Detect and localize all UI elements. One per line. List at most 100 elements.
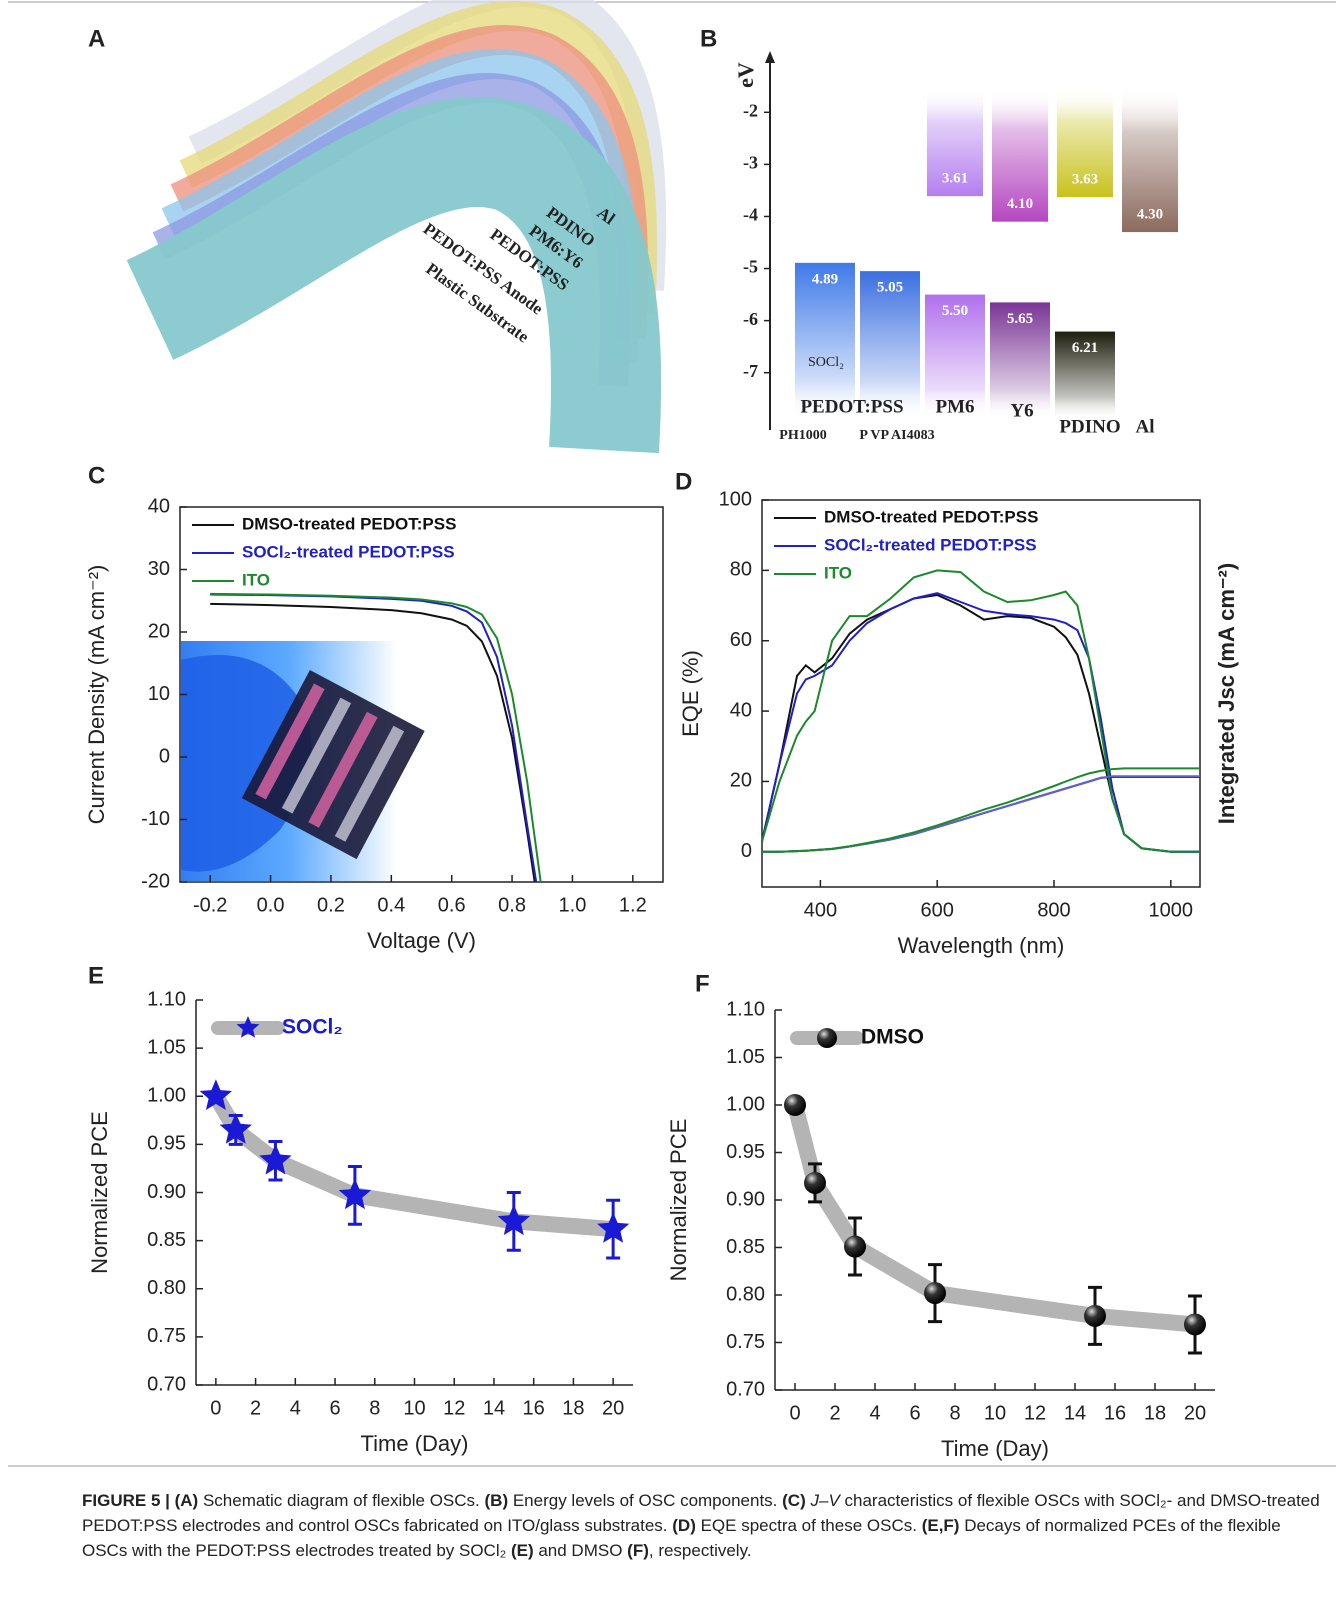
legend-label: DMSO-treated PEDOT:PSS (824, 507, 1038, 526)
series-line (210, 592, 542, 883)
legend-label: DMSO (861, 1026, 924, 1049)
homo-level (860, 271, 920, 420)
device-stripe (255, 683, 325, 800)
y-tick-label: 0.80 (147, 1277, 186, 1299)
y-axis-title: Normalized PCE (87, 1111, 112, 1274)
y2-axis-title: Integrated Jsc (mA cm⁻²) (1214, 563, 1239, 824)
legend-marker (817, 1028, 837, 1048)
x-tick-label: 18 (562, 1397, 584, 1419)
caption-text: J–V (810, 1491, 840, 1510)
caption-text: (E) (510, 1541, 534, 1560)
y-tick-label: -6 (743, 309, 758, 329)
material-label: Y6 (1010, 400, 1033, 421)
legend-label: ITO (242, 570, 270, 589)
level-label: 3.61 (942, 171, 968, 187)
material-label: PM6 (935, 396, 974, 417)
lumo-level (992, 88, 1048, 222)
y-tick-label: 1.00 (147, 1085, 186, 1107)
fit-line (787, 1097, 1203, 1333)
x-tick-label: 8 (949, 1402, 960, 1424)
y-tick-label: 0.90 (147, 1181, 186, 1203)
data-point (1184, 1313, 1206, 1336)
y-tick-label: 1.10 (726, 998, 765, 1020)
x-tick-label: 20 (602, 1397, 624, 1419)
legend-label: ITO (824, 563, 852, 582)
y-axis-title: Current Density (mA cm⁻²) (84, 565, 109, 825)
material-label: P VP AI4083 (859, 428, 934, 443)
panel-label: C (88, 462, 105, 489)
legend-label: SOCl₂-treated PEDOT:PSS (824, 535, 1037, 554)
data-point (1084, 1304, 1106, 1327)
y-tick-label: 0.95 (726, 1141, 765, 1163)
axis-arrow (765, 51, 775, 63)
lumo-level (1057, 88, 1113, 198)
caption-text: (B) (484, 1491, 509, 1510)
x-tick-label: 600 (921, 899, 954, 921)
level-label: 5.50 (942, 303, 968, 319)
x-tick-label: 6 (909, 1402, 920, 1424)
data-point (924, 1282, 946, 1305)
x-tick-label: 14 (483, 1397, 505, 1419)
x-tick-label: 0 (210, 1397, 221, 1419)
x-tick-label: 1.0 (559, 894, 587, 916)
panel-label: B (700, 25, 717, 52)
y-tick-label: 40 (148, 495, 170, 517)
layer-band (126, 97, 662, 454)
legend-label: SOCl₂ (282, 1016, 343, 1039)
y-tick-label: -5 (743, 257, 758, 277)
x-tick-label: 1.2 (619, 894, 647, 916)
y-tick-label: 1.10 (147, 988, 186, 1010)
x-axis-title: Time (Day) (361, 1431, 469, 1456)
y-tick-label: 0.70 (147, 1373, 186, 1395)
caption-text: Schematic diagram of flexible OSCs. (198, 1491, 485, 1510)
caption-text: characteristics of flexible OSCs with SO… (82, 1491, 1320, 1535)
y-tick-label: 0.75 (726, 1331, 765, 1353)
y-tick-label: 0 (159, 745, 170, 767)
x-tick-label: 400 (804, 899, 837, 921)
y-tick-label: 10 (148, 683, 170, 705)
x-tick-label: 0.2 (317, 894, 345, 916)
level-label: 4.89 (812, 271, 838, 287)
panel-label: A (88, 25, 105, 52)
x-tick-label: 0.0 (257, 894, 285, 916)
series-line (762, 775, 1200, 853)
inset-device (241, 670, 425, 860)
x-tick-label: 0.4 (377, 894, 405, 916)
x-tick-label: 16 (523, 1397, 545, 1419)
y-tick-label: 60 (730, 629, 752, 651)
panel-label: F (695, 970, 710, 997)
level-label: 4.30 (1137, 207, 1163, 223)
level-label: 4.10 (1007, 196, 1033, 212)
device-stripe (334, 725, 405, 842)
caption-text: Decays of normalized PCEs of the flexibl… (82, 1516, 1281, 1560)
x-axis-title: Wavelength (nm) (898, 933, 1065, 958)
y-tick-label: 0 (741, 840, 752, 862)
y-tick-label: 0.80 (726, 1283, 765, 1305)
x-tick-label: 16 (1104, 1402, 1126, 1424)
series-line (762, 767, 1200, 853)
caption-text: (A) (174, 1491, 199, 1510)
y-tick-label: 20 (730, 770, 752, 792)
x-tick-label: 20 (1184, 1402, 1206, 1424)
level-label: 5.05 (877, 280, 903, 296)
plot-frame (761, 499, 1201, 888)
x-tick-label: 12 (443, 1397, 465, 1419)
x-tick-label: 0.6 (438, 894, 466, 916)
caption-text: FIGURE 5 | (82, 1491, 175, 1510)
caption-text: Energy levels of OSC components. (508, 1491, 783, 1510)
homo-level (795, 262, 855, 420)
data-point (597, 1212, 630, 1243)
annotation: SOCl₂ (808, 355, 844, 370)
x-tick-label: 8 (369, 1397, 380, 1419)
level-label: 3.63 (1072, 172, 1098, 188)
data-point (199, 1079, 232, 1110)
legend-marker (236, 1016, 260, 1038)
y-tick-label: 20 (148, 620, 170, 642)
caption-text: EQE spectra of these OSCs. (695, 1516, 922, 1535)
x-tick-label: 6 (329, 1397, 340, 1419)
caption: FIGURE 5 | (A) Schematic diagram of flex… (82, 1488, 1322, 1563)
material-label: Al (1136, 416, 1155, 437)
data-point (784, 1094, 806, 1116)
lumo-level (927, 88, 983, 197)
